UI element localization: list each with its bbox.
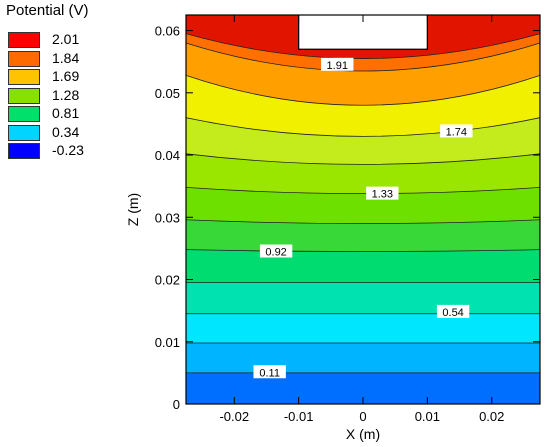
- contour-label-bg: [366, 186, 399, 200]
- legend-swatch: [8, 124, 40, 141]
- contour-label: 0.54: [442, 307, 463, 319]
- x-tick-label: 0.01: [415, 409, 440, 424]
- contour-lines: [185, 33, 541, 374]
- x-tick-label: -0.01: [284, 409, 314, 424]
- legend-title: Potential (V): [6, 2, 89, 19]
- y-tick-label: 0.05: [155, 86, 180, 101]
- y-tick-label: 0: [173, 397, 180, 412]
- contour-label-bg: [436, 304, 470, 318]
- legend: Potential (V) 2.01 1.84 1.69 1.28 0.81 0.34 -0…: [0, 0, 120, 180]
- y-axis-label: Z (m): [125, 193, 141, 226]
- legend-swatch: [8, 32, 40, 48]
- legend-swatch: [8, 69, 40, 85]
- y-tick-label: 0.02: [155, 273, 180, 288]
- contour-label-bg: [321, 57, 354, 71]
- x-tick-label: 0.02: [479, 409, 504, 424]
- contour-line: [185, 74, 541, 106]
- contour-bands: [186, 15, 540, 405]
- x-axis-label: X (m): [346, 426, 380, 442]
- legend-level-label: 0.34: [52, 123, 80, 140]
- legend-swatch: [8, 87, 40, 104]
- contour-band: [186, 372, 540, 404]
- legend-level-label: -0.23: [52, 142, 84, 158]
- y-tick-label: 0.04: [155, 148, 180, 163]
- x-tick-label: 0: [359, 409, 366, 424]
- legend-level-label: 1.84: [52, 49, 80, 66]
- legend-level-label: 1.28: [52, 86, 80, 103]
- contour-line: [185, 187, 541, 195]
- contour-label: 1.33: [372, 189, 393, 201]
- contour-label-bg: [440, 124, 473, 138]
- contour-label-bg: [259, 244, 293, 258]
- contour-line: [185, 153, 541, 165]
- contour-line: [185, 249, 541, 252]
- electrode-outline: [297, 15, 429, 50]
- legend-swatch: [8, 50, 40, 67]
- contour-line: [185, 42, 541, 72]
- contour-label: 1.91: [327, 60, 348, 72]
- legend-swatch: [8, 106, 40, 122]
- legend-level-label: 2.01: [52, 31, 80, 47]
- contour-label-bg: [253, 365, 286, 379]
- y-tick-label: 0.06: [155, 24, 180, 39]
- legend-level-label: 1.69: [52, 68, 80, 84]
- y-tick-label: 0.01: [155, 335, 180, 350]
- contour-labels: 1.91 1.74 1.33 0.92 0.54 0.11: [253, 57, 473, 379]
- legend-level-label: 0.81: [52, 105, 80, 121]
- contour-label: 0.11: [259, 367, 280, 379]
- contour-label: 0.92: [265, 247, 286, 259]
- axes: -0.02 -0.01 0 0.01 0.02 0 0.01 0.02 0.03 0.04 0.05…: [125, 14, 541, 442]
- contour-line: [185, 219, 541, 224]
- legend-swatch: [8, 143, 40, 159]
- y-tick-label: 0.03: [155, 210, 180, 225]
- contour-label: 1.74: [446, 126, 467, 138]
- x-tick-label: -0.02: [219, 409, 249, 424]
- contour-line: [185, 117, 541, 137]
- contour-line: [185, 33, 541, 59]
